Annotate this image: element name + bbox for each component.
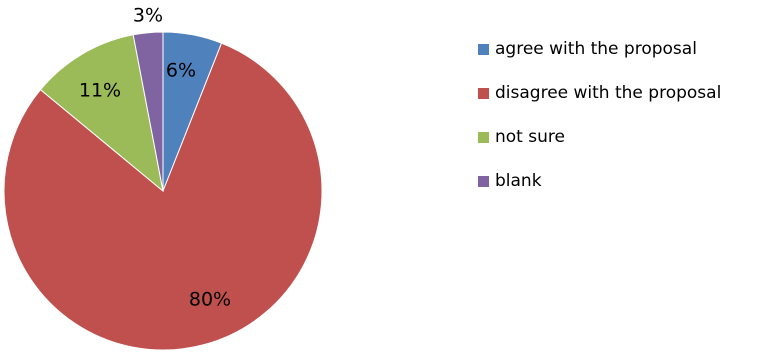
legend-label-not-sure: not sure [495,127,565,147]
legend-swatch-blank [478,175,489,187]
pie-slice-disagree [3,42,323,351]
slice-label-agree: 6% [166,60,196,82]
legend-item-blank: blank [478,170,721,192]
pie-slice-not-sure [39,34,164,193]
legend-label-agree: agree with the proposal [495,39,697,59]
legend-label-blank: blank [495,171,542,191]
legend-swatch-not-sure [478,131,489,143]
legend-swatch-disagree [478,87,489,99]
slice-label-not-sure: 11% [79,80,121,102]
legend-swatch-agree [478,43,489,55]
pie-slice-blank [132,31,164,192]
slice-label-blank: 3% [133,5,163,27]
legend-item-not-sure: not sure [478,126,721,148]
legend-item-disagree: disagree with the proposal [478,82,721,104]
legend-label-disagree: disagree with the proposal [495,83,722,103]
legend-item-agree: agree with the proposal [478,38,721,60]
slice-label-disagree: 80% [189,289,231,311]
chart-legend: agree with the proposal disagree with th… [478,38,721,214]
